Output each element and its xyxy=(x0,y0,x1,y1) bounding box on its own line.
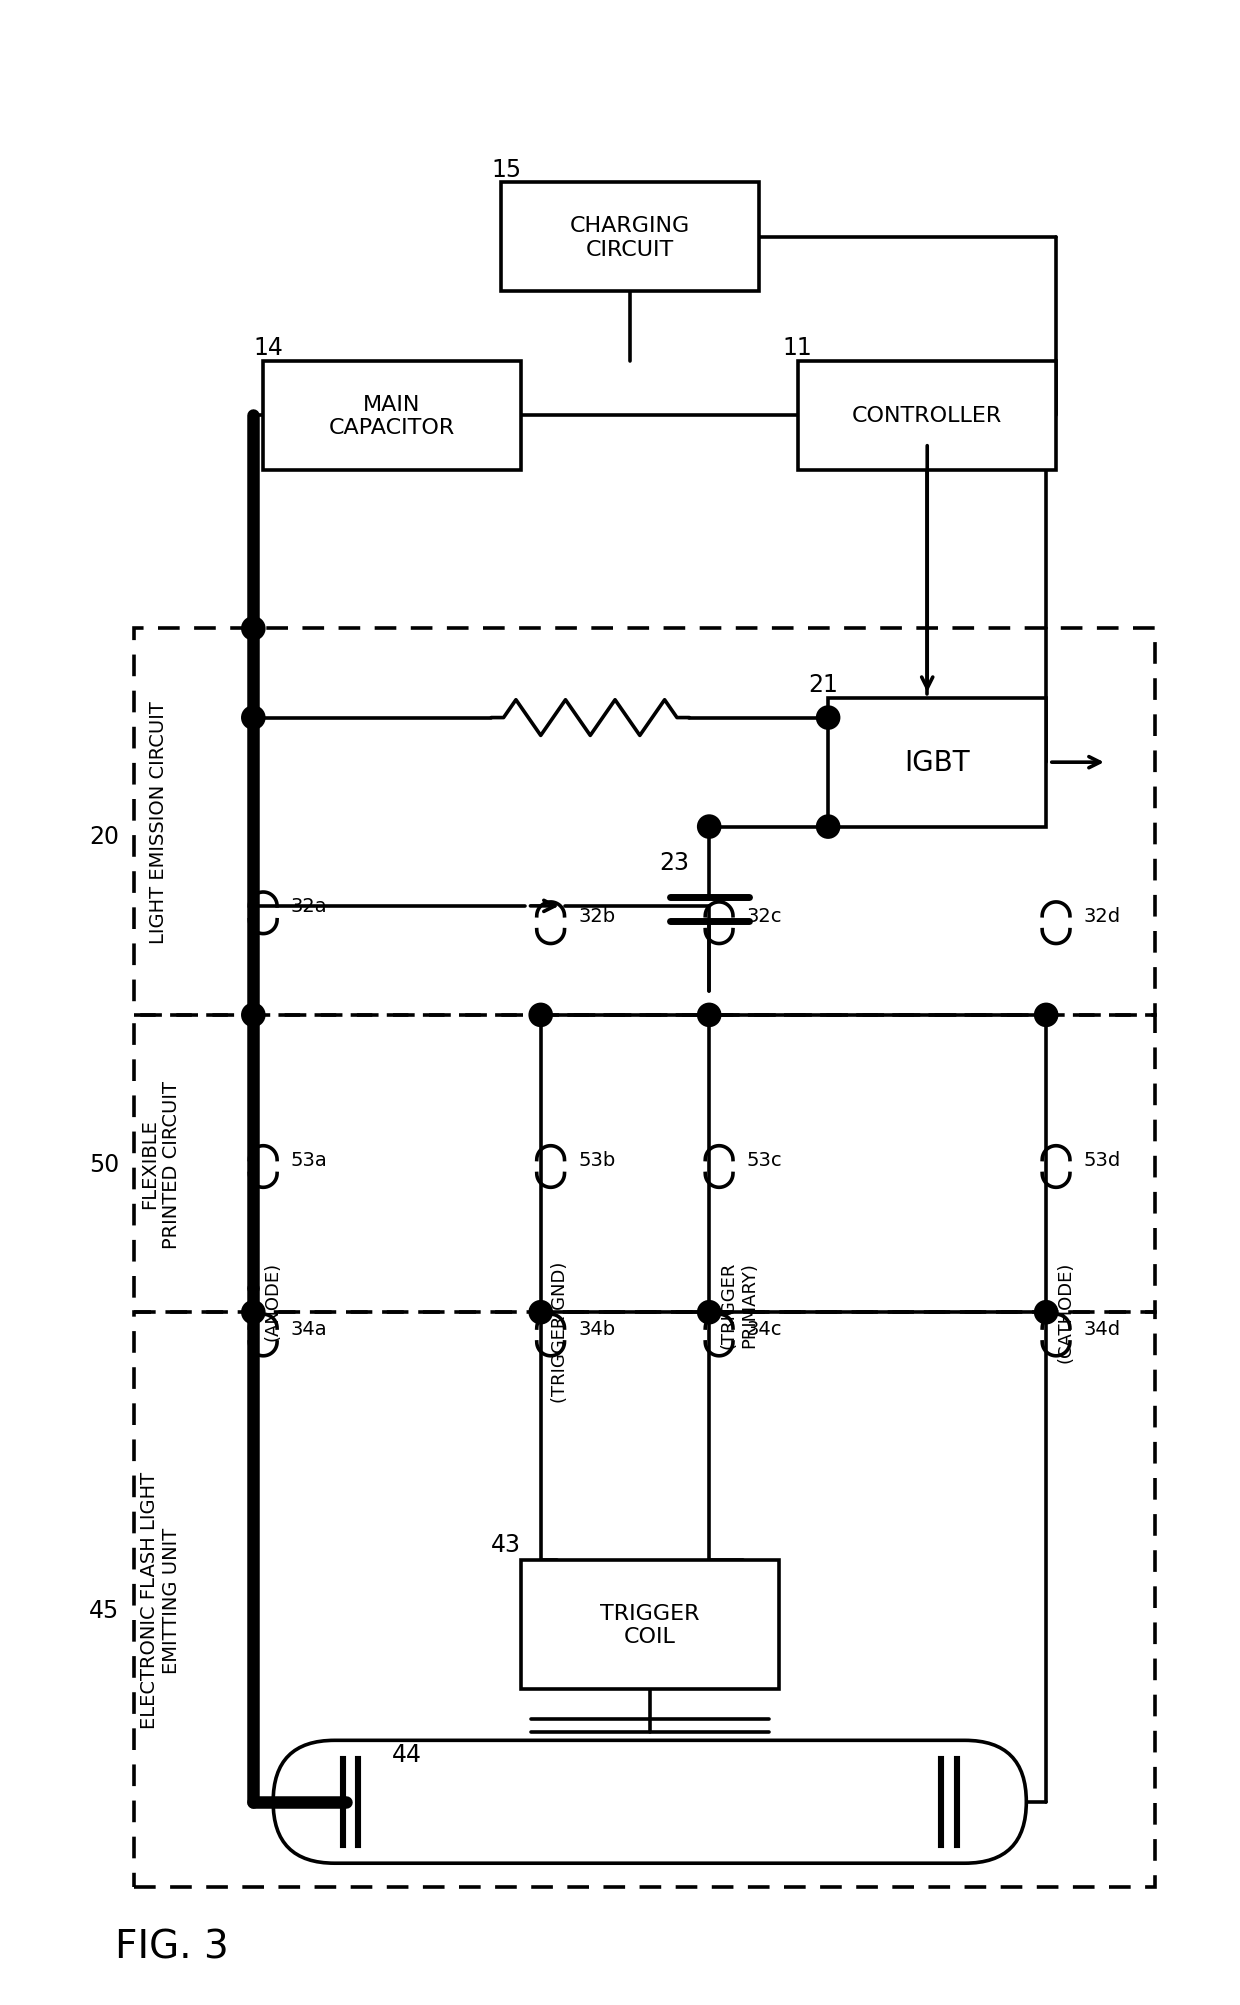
Text: 32c: 32c xyxy=(746,906,782,926)
Circle shape xyxy=(817,708,839,730)
Circle shape xyxy=(242,618,264,640)
Circle shape xyxy=(698,816,720,838)
Text: 34b: 34b xyxy=(578,1319,615,1337)
Text: CHARGING
CIRCUIT: CHARGING CIRCUIT xyxy=(570,217,689,259)
Text: 53a: 53a xyxy=(291,1151,327,1169)
Text: CONTROLLER: CONTROLLER xyxy=(852,407,1002,427)
FancyBboxPatch shape xyxy=(273,1740,1027,1863)
Circle shape xyxy=(698,1301,720,1323)
Text: 21: 21 xyxy=(808,672,838,696)
Text: 32a: 32a xyxy=(291,896,327,916)
Circle shape xyxy=(817,816,839,838)
FancyBboxPatch shape xyxy=(799,361,1056,471)
Text: (TRIGGER
PRIMARY): (TRIGGER PRIMARY) xyxy=(719,1261,758,1349)
Text: LIGHT EMISSION CIRCUIT: LIGHT EMISSION CIRCUIT xyxy=(149,702,167,944)
Circle shape xyxy=(242,1301,264,1323)
Text: 53b: 53b xyxy=(578,1151,615,1169)
Text: 53c: 53c xyxy=(746,1151,782,1169)
Text: 34a: 34a xyxy=(291,1319,327,1337)
Text: FIG. 3: FIG. 3 xyxy=(114,1927,228,1965)
Circle shape xyxy=(529,1005,552,1027)
FancyBboxPatch shape xyxy=(828,698,1047,828)
Text: (ANODE): (ANODE) xyxy=(263,1261,281,1339)
Circle shape xyxy=(242,708,264,730)
Text: FLEXIBLE
PRINTED CIRCUIT: FLEXIBLE PRINTED CIRCUIT xyxy=(140,1081,181,1247)
Text: IGBT: IGBT xyxy=(904,748,970,776)
Text: 20: 20 xyxy=(89,826,119,848)
Circle shape xyxy=(242,1005,264,1027)
Text: (CATHODE): (CATHODE) xyxy=(1056,1261,1074,1361)
Text: 44: 44 xyxy=(392,1742,422,1766)
FancyBboxPatch shape xyxy=(501,182,759,293)
Text: 50: 50 xyxy=(89,1153,119,1177)
Text: 43: 43 xyxy=(491,1532,521,1556)
Circle shape xyxy=(1035,1301,1056,1323)
Text: 14: 14 xyxy=(253,335,283,359)
Text: 23: 23 xyxy=(660,850,689,874)
Circle shape xyxy=(1035,1005,1056,1027)
Text: 45: 45 xyxy=(89,1598,119,1622)
FancyBboxPatch shape xyxy=(263,361,521,471)
Text: ELECTRONIC FLASH LIGHT
EMITTING UNIT: ELECTRONIC FLASH LIGHT EMITTING UNIT xyxy=(140,1472,181,1728)
Circle shape xyxy=(698,1005,720,1027)
Text: 32b: 32b xyxy=(578,906,615,926)
Text: 11: 11 xyxy=(782,335,812,359)
Text: 34d: 34d xyxy=(1084,1319,1121,1337)
Text: (TRIGGER GND): (TRIGGER GND) xyxy=(551,1261,569,1401)
Text: MAIN
CAPACITOR: MAIN CAPACITOR xyxy=(329,395,455,437)
Circle shape xyxy=(529,1301,552,1323)
Text: 15: 15 xyxy=(491,158,521,180)
Text: 53d: 53d xyxy=(1084,1151,1121,1169)
Text: 32d: 32d xyxy=(1084,906,1121,926)
Text: 34c: 34c xyxy=(746,1319,782,1337)
Text: TRIGGER
COIL: TRIGGER COIL xyxy=(600,1602,699,1646)
FancyBboxPatch shape xyxy=(521,1560,779,1688)
